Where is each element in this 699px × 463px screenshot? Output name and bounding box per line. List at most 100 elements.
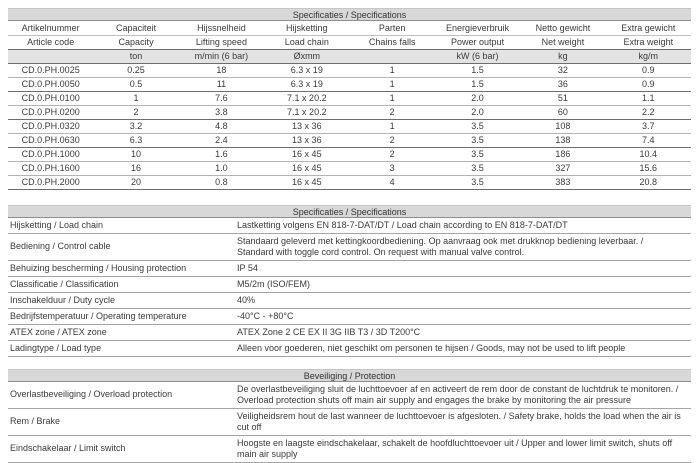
spec-cell: 383 <box>520 175 606 190</box>
spec-cell: 7.1 x 20.2 <box>264 105 350 120</box>
detail-table-body: Hijsketting / Load chain Lastketting volg… <box>8 217 691 357</box>
spec-cell: 32 <box>520 63 606 78</box>
spec-cell: 11 <box>178 77 265 92</box>
spec-cell: 0.8 <box>178 175 265 190</box>
kv-value: 40% <box>237 292 691 309</box>
kv-value: IP 54 <box>237 260 691 277</box>
spec-cell: 20.8 <box>605 175 691 190</box>
detail-section-title: Specificaties / Specifications <box>8 204 691 218</box>
spec-cell: CD.0.PH.0630 <box>8 133 94 148</box>
spec-header-cell <box>349 49 435 64</box>
spec-cell: 1.0 <box>178 161 265 176</box>
spec-table-row: CD.0.PH.1000 10 1.6 16 x 45 2 3.5 186 10.4 <box>8 147 691 162</box>
detail-table: Hijsketting / Load chain Lastketting volg… <box>8 217 691 357</box>
spec-cell: 1 <box>349 91 435 106</box>
spec-header-cell: Extra gewicht <box>605 21 691 36</box>
spec-cell: 3.5 <box>434 161 521 176</box>
spec-cell: CD.0.PH.0200 <box>8 105 94 120</box>
spec-header-cell: Capaciteit <box>93 21 179 36</box>
spec-header-cell: m/min (6 bar) <box>178 49 265 64</box>
spec-header-cell: Lifting speed <box>178 35 265 50</box>
spec-header-cell: Artikelnummer <box>8 21 94 36</box>
spec-cell: 1 <box>93 91 179 106</box>
spec-cell: 2 <box>349 105 435 120</box>
spec-cell: 1.5 <box>434 77 521 92</box>
spec-table-row: CD.0.PH.2000 20 0.8 16 x 45 4 3.5 383 20.8 <box>8 175 691 190</box>
spec-table: Artikelnummer Capaciteit Hijssnelheid Hijsk… <box>8 21 691 190</box>
kv-label: Eindschakelaar / Limit switch <box>8 435 237 463</box>
spec-header-cell: Load chain <box>264 35 350 50</box>
spec-table-row: CD.0.PH.0630 6.3 2.4 13 x 36 2 3.5 138 7.4 <box>8 133 691 148</box>
spec-cell: 60 <box>520 105 606 120</box>
spec-cell: 4 <box>349 175 435 190</box>
spec-cell: 16 x 45 <box>264 147 350 162</box>
spec-cell: 10 <box>93 147 179 162</box>
spec-table-row: CD.0.PH.0100 1 7.6 7.1 x 20.2 1 2.0 51 1.1 <box>8 91 691 106</box>
spec-cell: 1.6 <box>178 147 265 162</box>
spec-cell: CD.0.PH.0025 <box>8 63 94 78</box>
spec-table-row: CD.0.PH.0050 0.5 11 6.3 x 19 1 1.5 36 0.9 <box>8 77 691 92</box>
spec-cell: 7.4 <box>605 133 691 148</box>
kv-row: Hijsketting / Load chain Lastketting volg… <box>8 217 691 234</box>
spec-cell: CD.0.PH.0320 <box>8 119 94 134</box>
spec-cell: 138 <box>520 133 606 148</box>
spec-cell: 6.3 x 19 <box>264 63 350 78</box>
spec-header-row-unit: ton m/min (6 bar) Øxmm kW (6 bar) kg kg/m <box>8 49 691 64</box>
spec-cell: 1.1 <box>605 91 691 106</box>
spec-cell: 3 <box>349 161 435 176</box>
spec-header-row-nl: Artikelnummer Capaciteit Hijssnelheid Hijsk… <box>8 21 691 36</box>
kv-label: Bediening / Control cable <box>8 233 237 261</box>
spec-cell: 0.5 <box>93 77 179 92</box>
kv-row: Eindschakelaar / Limit switch Hoogste en … <box>8 435 691 463</box>
spec-section: Specificaties / Specifications Artikelnu… <box>8 8 691 190</box>
spec-cell: 0.9 <box>605 77 691 92</box>
protection-section-title: Beveiliging / Protection <box>8 368 691 382</box>
spec-cell: 6.3 <box>93 133 179 148</box>
spec-header-cell: Hijssnelheid <box>178 21 265 36</box>
spec-header-cell: Parten <box>349 21 435 36</box>
kv-row: Classificatie / Classification M5/2m (ISO… <box>8 276 691 293</box>
spec-cell: 0.25 <box>93 63 179 78</box>
spec-cell: 1 <box>349 77 435 92</box>
spec-cell: 16 <box>93 161 179 176</box>
spec-table-row: CD.0.PH.0025 0.25 18 6.3 x 19 1 1.5 32 0.9 <box>8 63 691 78</box>
spec-header-cell: Extra weight <box>605 35 691 50</box>
kv-label: Behuizing bescherming / Housing protecti… <box>8 260 237 277</box>
spec-header-row-en: Article code Capacity Lifting speed Load ch… <box>8 35 691 50</box>
spec-cell: 3.2 <box>93 119 179 134</box>
spec-cell: CD.0.PH.2000 <box>8 175 94 190</box>
kv-value: ATEX Zone 2 CE EX II 3G IIB T3 / 3D T200… <box>237 324 691 341</box>
spec-cell: CD.0.PH.0050 <box>8 77 94 92</box>
spec-cell: 3.5 <box>434 175 521 190</box>
spec-cell: 2 <box>93 105 179 120</box>
spec-cell: CD.0.PH.0100 <box>8 91 94 106</box>
kv-row: Inschakelduur / Duty cycle 40% <box>8 292 691 309</box>
spec-header-cell: Chains falls <box>349 35 435 50</box>
spec-cell: 2.2 <box>605 105 691 120</box>
kv-label: ATEX zone / ATEX zone <box>8 324 237 341</box>
spec-header-cell: ton <box>93 49 179 64</box>
kv-label: Ladingtype / Load type <box>8 340 237 357</box>
kv-row: Overlastbeveiliging / Overload protectio… <box>8 381 691 409</box>
spec-table-row: CD.0.PH.0200 2 3.8 7.1 x 20.2 2 2.0 60 2.2 <box>8 105 691 120</box>
spec-header-cell: Power output <box>434 35 521 50</box>
spec-cell: 51 <box>520 91 606 106</box>
kv-label: Hijsketting / Load chain <box>8 217 237 234</box>
kv-row: ATEX zone / ATEX zone ATEX Zone 2 CE EX I… <box>8 324 691 341</box>
spec-cell: 16 x 45 <box>264 161 350 176</box>
spec-cell: 3.5 <box>434 147 521 162</box>
kv-label: Inschakelduur / Duty cycle <box>8 292 237 309</box>
spec-header-cell: Capacity <box>93 35 179 50</box>
kv-value: Hoogste en laagste eindschakelaar, schak… <box>237 435 691 463</box>
spec-cell: 16 x 45 <box>264 175 350 190</box>
spec-cell: 3.5 <box>434 133 521 148</box>
protection-table-body: Overlastbeveiliging / Overload protectio… <box>8 381 691 463</box>
spec-header-cell: Øxmm <box>264 49 350 64</box>
spec-cell: 15.6 <box>605 161 691 176</box>
protection-table: Overlastbeveiliging / Overload protectio… <box>8 381 691 463</box>
kv-value: Alleen voor goederen, niet geschikt om p… <box>237 340 691 357</box>
spec-section-title: Specificaties / Specifications <box>8 8 691 21</box>
spec-cell: 18 <box>178 63 265 78</box>
spec-cell: 0.9 <box>605 63 691 78</box>
spec-cell: 2.4 <box>178 133 265 148</box>
